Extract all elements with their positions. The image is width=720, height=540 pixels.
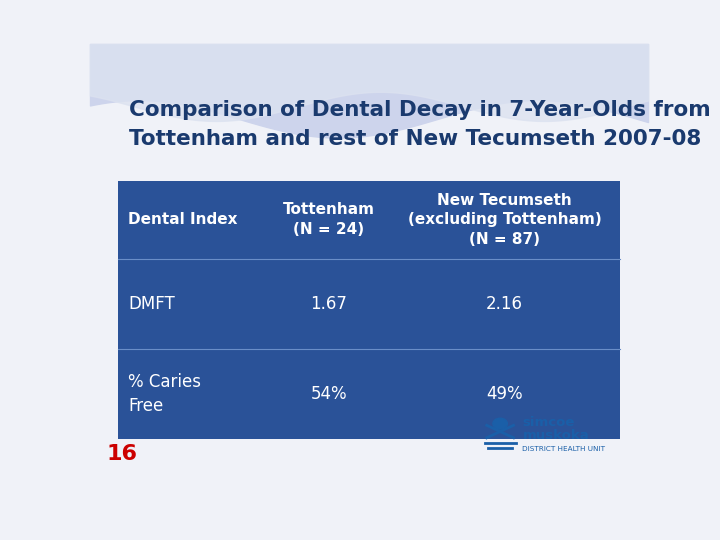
Text: % Caries
Free: % Caries Free [128, 373, 201, 415]
Text: New Tecumseth
(excluding Tottenham)
(N = 87): New Tecumseth (excluding Tottenham) (N =… [408, 193, 601, 247]
Text: DISTRICT HEALTH UNIT: DISTRICT HEALTH UNIT [523, 447, 606, 453]
Text: Dental Index: Dental Index [128, 212, 238, 227]
Text: muskoka: muskoka [523, 429, 589, 442]
Circle shape [493, 418, 508, 429]
Text: Comparison of Dental Decay in 7-Year-Olds from: Comparison of Dental Decay in 7-Year-Old… [129, 100, 711, 120]
Text: 54%: 54% [310, 385, 347, 403]
Text: Tottenham and rest of New Tecumseth 2007-08: Tottenham and rest of New Tecumseth 2007… [129, 129, 701, 149]
Text: 49%: 49% [486, 385, 523, 403]
Text: 2.16: 2.16 [486, 295, 523, 313]
Text: simcoe: simcoe [523, 416, 575, 429]
FancyBboxPatch shape [118, 181, 620, 439]
Text: 16: 16 [107, 444, 138, 464]
Text: Tottenham
(N = 24): Tottenham (N = 24) [283, 202, 375, 237]
Text: DMFT: DMFT [128, 295, 175, 313]
Text: 1.67: 1.67 [310, 295, 347, 313]
